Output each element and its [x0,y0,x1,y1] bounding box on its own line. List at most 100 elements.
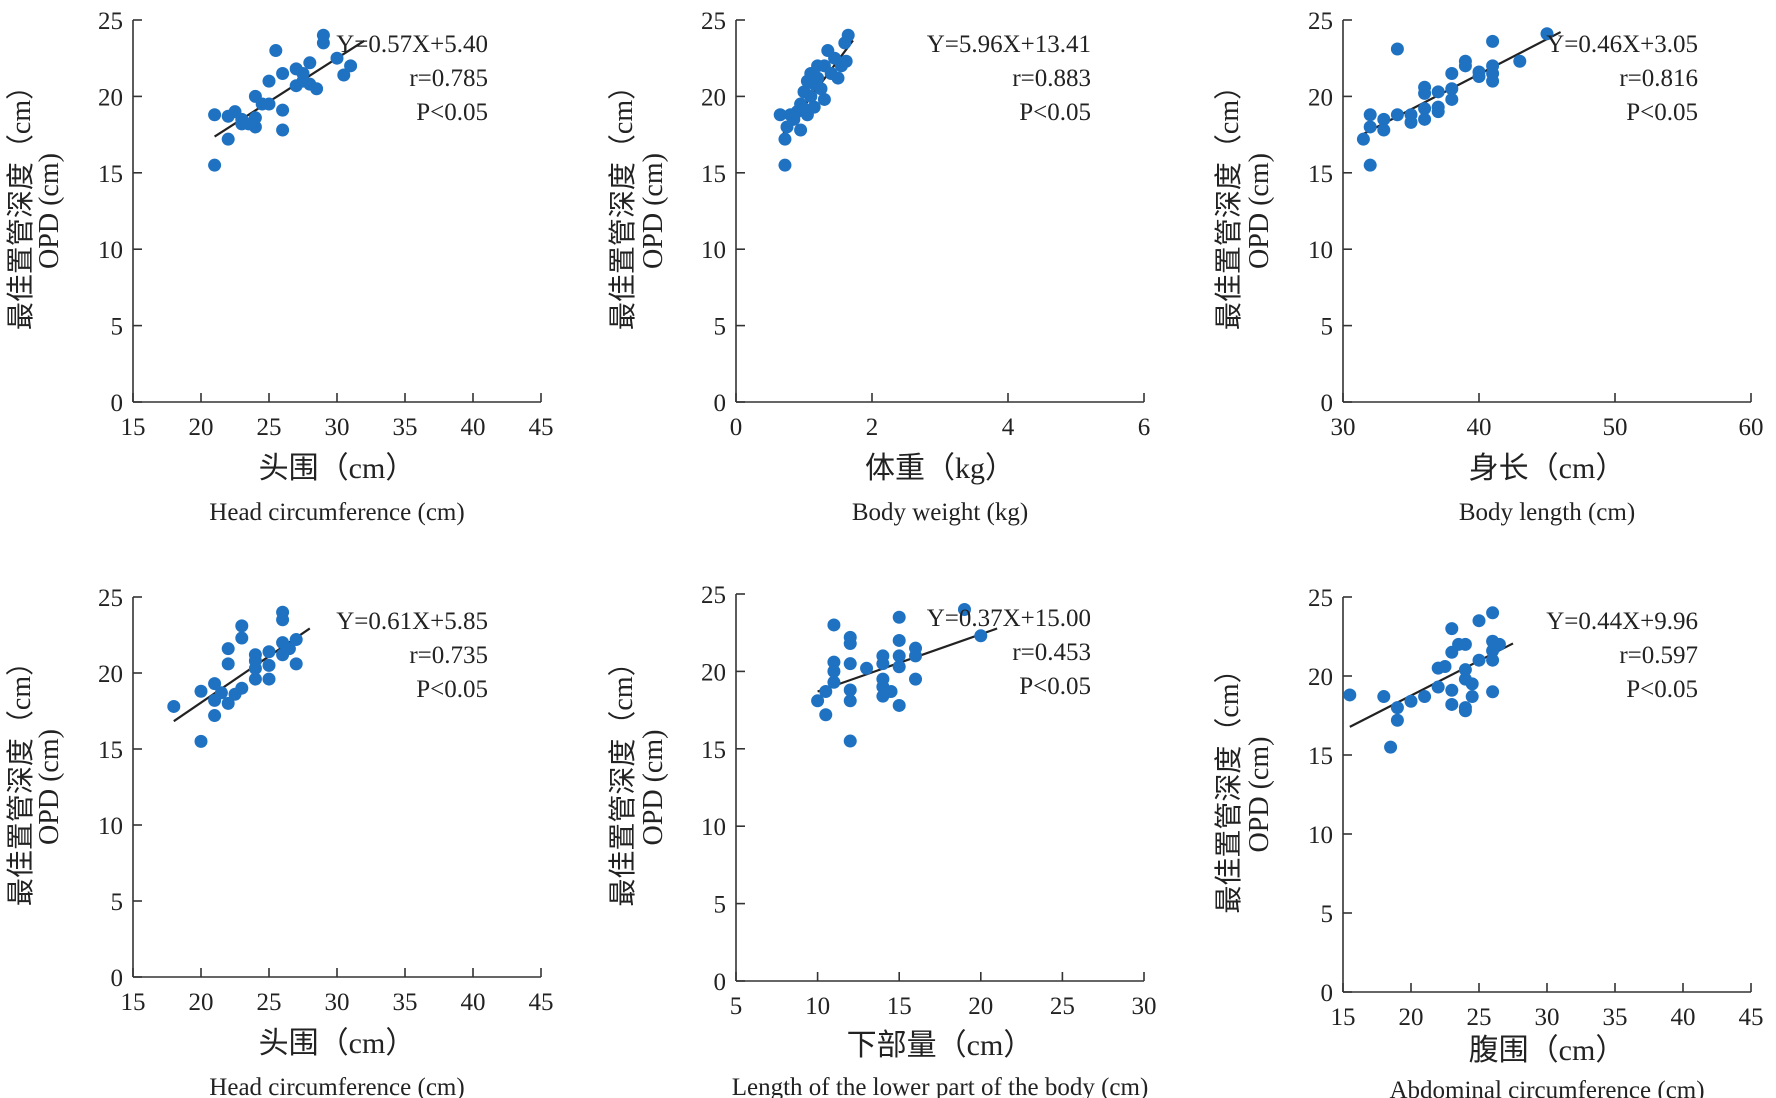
data-point [276,123,290,137]
y-tick-label: 25 [701,582,726,609]
y-tick-label: 15 [701,161,726,188]
correlation-coefficient: r=0.597 [1619,642,1698,669]
data-point [208,677,222,691]
y-axis-label-cn: 最佳置管深度（cm） [607,72,639,330]
x-axis-label-en: Abdominal circumference (cm) [1389,1077,1704,1098]
data-point [1486,34,1500,48]
data-point [248,111,262,125]
p-value: P<0.05 [416,676,488,703]
chart-panel-1: 0 5 10 15 20 25 15 20 25 30 35 40 45 Y=0.57X+5.40 r=0.… [5,8,554,526]
data-point [208,158,222,172]
y-tick-label: 0 [714,390,727,417]
y-tick-label: 10 [1308,237,1333,264]
data-point [248,120,262,134]
x-tick-label: 20 [1399,1004,1424,1031]
y-tick-label: 10 [98,237,123,264]
data-point [1418,102,1432,116]
chart-panel-3: 0 5 10 15 20 25 30 40 50 60 Y=0.46X+3.05 r=0.816 P<0… [1213,8,1764,526]
y-axis-label-en: OPD (cm) [34,729,65,845]
y-tick-label: 15 [701,737,726,764]
data-point [804,89,818,103]
y-axis-label-cn: 最佳置管深度（cm） [1213,72,1245,330]
data-point [289,657,303,671]
x-axis-label-en: Body weight (kg) [852,499,1028,526]
data-point [1465,677,1479,691]
x-tick-label: 20 [968,993,993,1020]
x-tick-label: 30 [325,989,350,1016]
x-tick-label: 30 [1535,1004,1560,1031]
x-tick-label: 50 [1603,414,1628,441]
data-point [235,117,249,131]
data-point [1377,690,1391,704]
x-axis-label-cn: 腹围（cm） [1469,1034,1626,1067]
data-point [819,685,833,699]
data-point [282,642,296,656]
x-tick-label: 25 [257,989,282,1016]
data-point [262,74,276,88]
data-point [1390,42,1404,56]
data-point [1445,82,1459,96]
x-tick-label: 45 [529,414,554,441]
data-point [194,734,208,748]
chart-panel-6: 0 5 10 15 20 25 15 20 25 30 35 40 45 Y=0.44X+9.96 r=0.… [1213,585,1764,1098]
data-point [778,132,792,146]
data-point [262,97,276,111]
data-point [1438,660,1452,674]
data-point [811,59,825,73]
data-point [819,708,833,722]
data-point [1418,80,1432,94]
data-point [843,657,857,671]
y-tick-label: 10 [1308,822,1333,849]
x-tick-label: 35 [1603,1004,1628,1031]
x-tick-label: 20 [189,989,214,1016]
y-tick-label: 5 [1321,314,1334,341]
x-axis-label-cn: 身长（cm） [1469,452,1626,485]
regression-line [817,627,998,693]
data-point [811,71,825,85]
y-tick-label: 20 [98,84,123,111]
y-axis-label-cn: 最佳置管深度（cm） [5,72,37,330]
data-point [344,59,358,73]
x-tick-label: 30 [325,414,350,441]
data-point [1356,132,1370,146]
y-tick-label: 0 [111,390,124,417]
x-axis-label-en: Body length (cm) [1459,499,1635,526]
data-point [303,56,317,70]
data-point [221,132,235,146]
x-tick-label: 25 [1467,1004,1492,1031]
data-point [814,82,828,96]
correlation-coefficient: r=0.735 [409,642,488,669]
y-axis-label-en: OPD (cm) [34,153,65,269]
data-point [1458,54,1472,68]
y-axis-label-en: OPD (cm) [638,730,669,846]
y-tick-label: 25 [98,8,123,35]
y-tick-label: 15 [1308,161,1333,188]
data-point [316,36,330,50]
y-axis-label-cn: 最佳置管深度（cm） [607,648,639,906]
x-tick-label: 6 [1138,414,1151,441]
y-tick-label: 0 [111,965,124,992]
data-point [1445,66,1459,80]
data-point [1486,606,1500,620]
y-tick-label: 0 [1321,390,1334,417]
y-tick-label: 5 [714,314,727,341]
data-point [330,51,344,65]
y-tick-label: 10 [98,813,123,840]
correlation-coefficient: r=0.883 [1012,65,1091,92]
x-tick-label: 40 [461,414,486,441]
data-point [1404,108,1418,122]
data-point [1458,704,1472,718]
data-point [276,103,290,117]
data-point [269,44,283,58]
x-tick-label: 45 [529,989,554,1016]
data-point [262,672,276,686]
data-point [831,71,845,85]
data-point [811,694,825,708]
correlation-coefficient: r=0.453 [1012,639,1091,666]
data-point [839,54,853,68]
data-point [892,698,906,712]
x-tick-label: 25 [1050,993,1075,1020]
x-tick-label: 40 [1467,414,1492,441]
x-tick-label: 40 [461,989,486,1016]
